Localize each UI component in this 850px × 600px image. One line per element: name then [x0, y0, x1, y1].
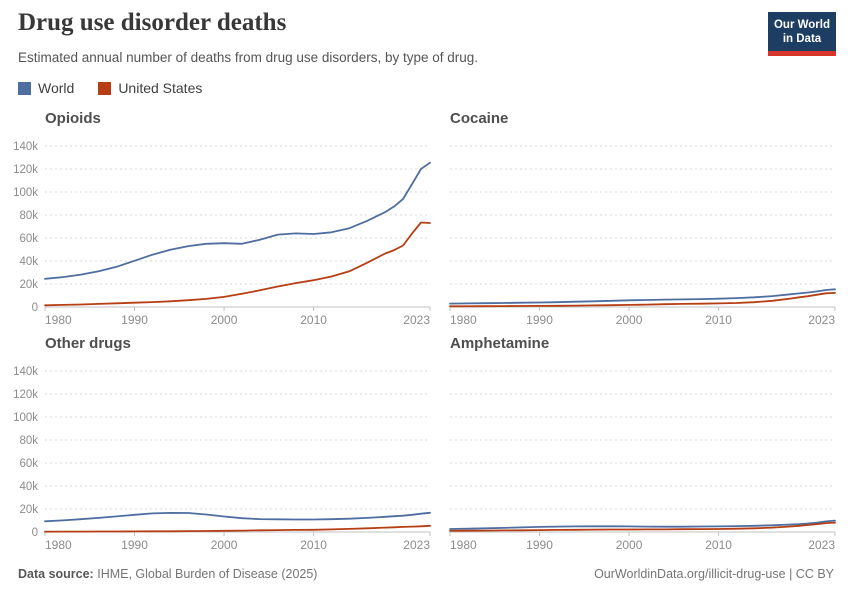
svg-text:80k: 80k [19, 435, 38, 447]
svg-text:140k: 140k [13, 141, 38, 153]
svg-text:1980: 1980 [450, 538, 477, 552]
svg-text:0: 0 [32, 527, 38, 539]
attribution-separator: | [785, 567, 796, 581]
svg-text:2010: 2010 [300, 313, 327, 327]
svg-text:60k: 60k [19, 458, 38, 470]
line-chart-cocaine: 1980 1990 2000 2010 2023 [449, 145, 836, 327]
svg-text:1990: 1990 [121, 538, 148, 552]
svg-text:1980: 1980 [45, 538, 72, 552]
owid-logo-line1: Our World [773, 19, 830, 31]
svg-text:120k: 120k [13, 389, 38, 401]
svg-text:80k: 80k [19, 210, 38, 222]
svg-text:1990: 1990 [121, 313, 148, 327]
united-states-color-swatch [98, 81, 112, 95]
svg-text:1980: 1980 [45, 313, 72, 327]
svg-text:2000: 2000 [211, 538, 238, 552]
svg-text:100k: 100k [13, 187, 38, 199]
svg-text:1990: 1990 [526, 538, 553, 552]
legend-item-united-states: United States [98, 80, 202, 96]
small-multiples-grid: Opioids 0 20k 40k 60k 80k 100k 120k 140k 1980 199… [0, 105, 850, 555]
svg-text:2023: 2023 [403, 313, 430, 327]
line-chart-amphetamine: 1980 1990 2000 2010 2023 [449, 370, 836, 552]
panel-cocaine: Cocaine 1980 1990 2000 2010 2023 [440, 105, 850, 330]
panel-amphetamine: Amphetamine 1980 1990 2000 2010 2023 [440, 330, 850, 555]
legend-label-world: World [38, 80, 75, 96]
chart-subtitle: Estimated annual number of deaths from d… [18, 50, 479, 65]
data-source-value: IHME, Global Burden of Disease (2025) [97, 567, 318, 581]
svg-text:2010: 2010 [705, 313, 732, 327]
data-source-label: Data source: [18, 567, 94, 581]
line-chart-opioids: 0 20k 40k 60k 80k 100k 120k 140k 1980 1990 2000 201… [13, 141, 431, 327]
svg-text:1980: 1980 [450, 313, 477, 327]
svg-text:0: 0 [32, 302, 38, 314]
svg-text:2000: 2000 [211, 313, 238, 327]
legend: World United States [18, 80, 202, 96]
page-title: Drug use disorder deaths [18, 9, 287, 36]
panel-other-drugs: Other drugs 0 20k 40k 60k 80k 100k 120k 140k 198… [0, 330, 440, 555]
line-chart-other-drugs: 0 20k 40k 60k 80k 100k 120k 140k 1980 1990 2000 201… [13, 366, 431, 552]
svg-text:2023: 2023 [808, 313, 835, 327]
owid-logo-line2: in Data [782, 33, 822, 46]
data-source-note: Data source: IHME, Global Burden of Dise… [18, 567, 317, 581]
svg-text:140k: 140k [13, 366, 38, 378]
svg-text:20k: 20k [19, 279, 38, 291]
svg-text:2000: 2000 [616, 538, 643, 552]
svg-text:60k: 60k [19, 233, 38, 245]
svg-text:20k: 20k [19, 504, 38, 516]
panel-title-cocaine: Cocaine [450, 110, 509, 127]
svg-text:2010: 2010 [705, 538, 732, 552]
legend-label-united-states: United States [118, 80, 203, 96]
svg-text:120k: 120k [13, 164, 38, 176]
svg-text:2023: 2023 [403, 538, 430, 552]
attribution-note: OurWorldinData.org/illicit-drug-use | CC… [594, 567, 834, 581]
license-label: CC BY [795, 567, 834, 581]
owid-logo: Our World in Data [768, 12, 836, 57]
svg-text:100k: 100k [13, 412, 38, 424]
legend-item-world: World [18, 80, 74, 96]
panel-title-opioids: Opioids [45, 110, 101, 127]
panel-title-amphetamine: Amphetamine [450, 335, 550, 352]
svg-text:2010: 2010 [300, 538, 327, 552]
svg-text:2023: 2023 [808, 538, 835, 552]
panel-title-other-drugs: Other drugs [45, 335, 131, 352]
world-color-swatch [18, 81, 31, 95]
svg-text:1990: 1990 [526, 313, 553, 327]
svg-text:40k: 40k [19, 481, 38, 493]
owid-url-link[interactable]: OurWorldinData.org/illicit-drug-use [594, 567, 786, 581]
svg-text:2000: 2000 [616, 313, 643, 327]
svg-text:40k: 40k [19, 256, 38, 268]
panel-opioids: Opioids 0 20k 40k 60k 80k 100k 120k 140k 1980 199… [0, 105, 440, 330]
